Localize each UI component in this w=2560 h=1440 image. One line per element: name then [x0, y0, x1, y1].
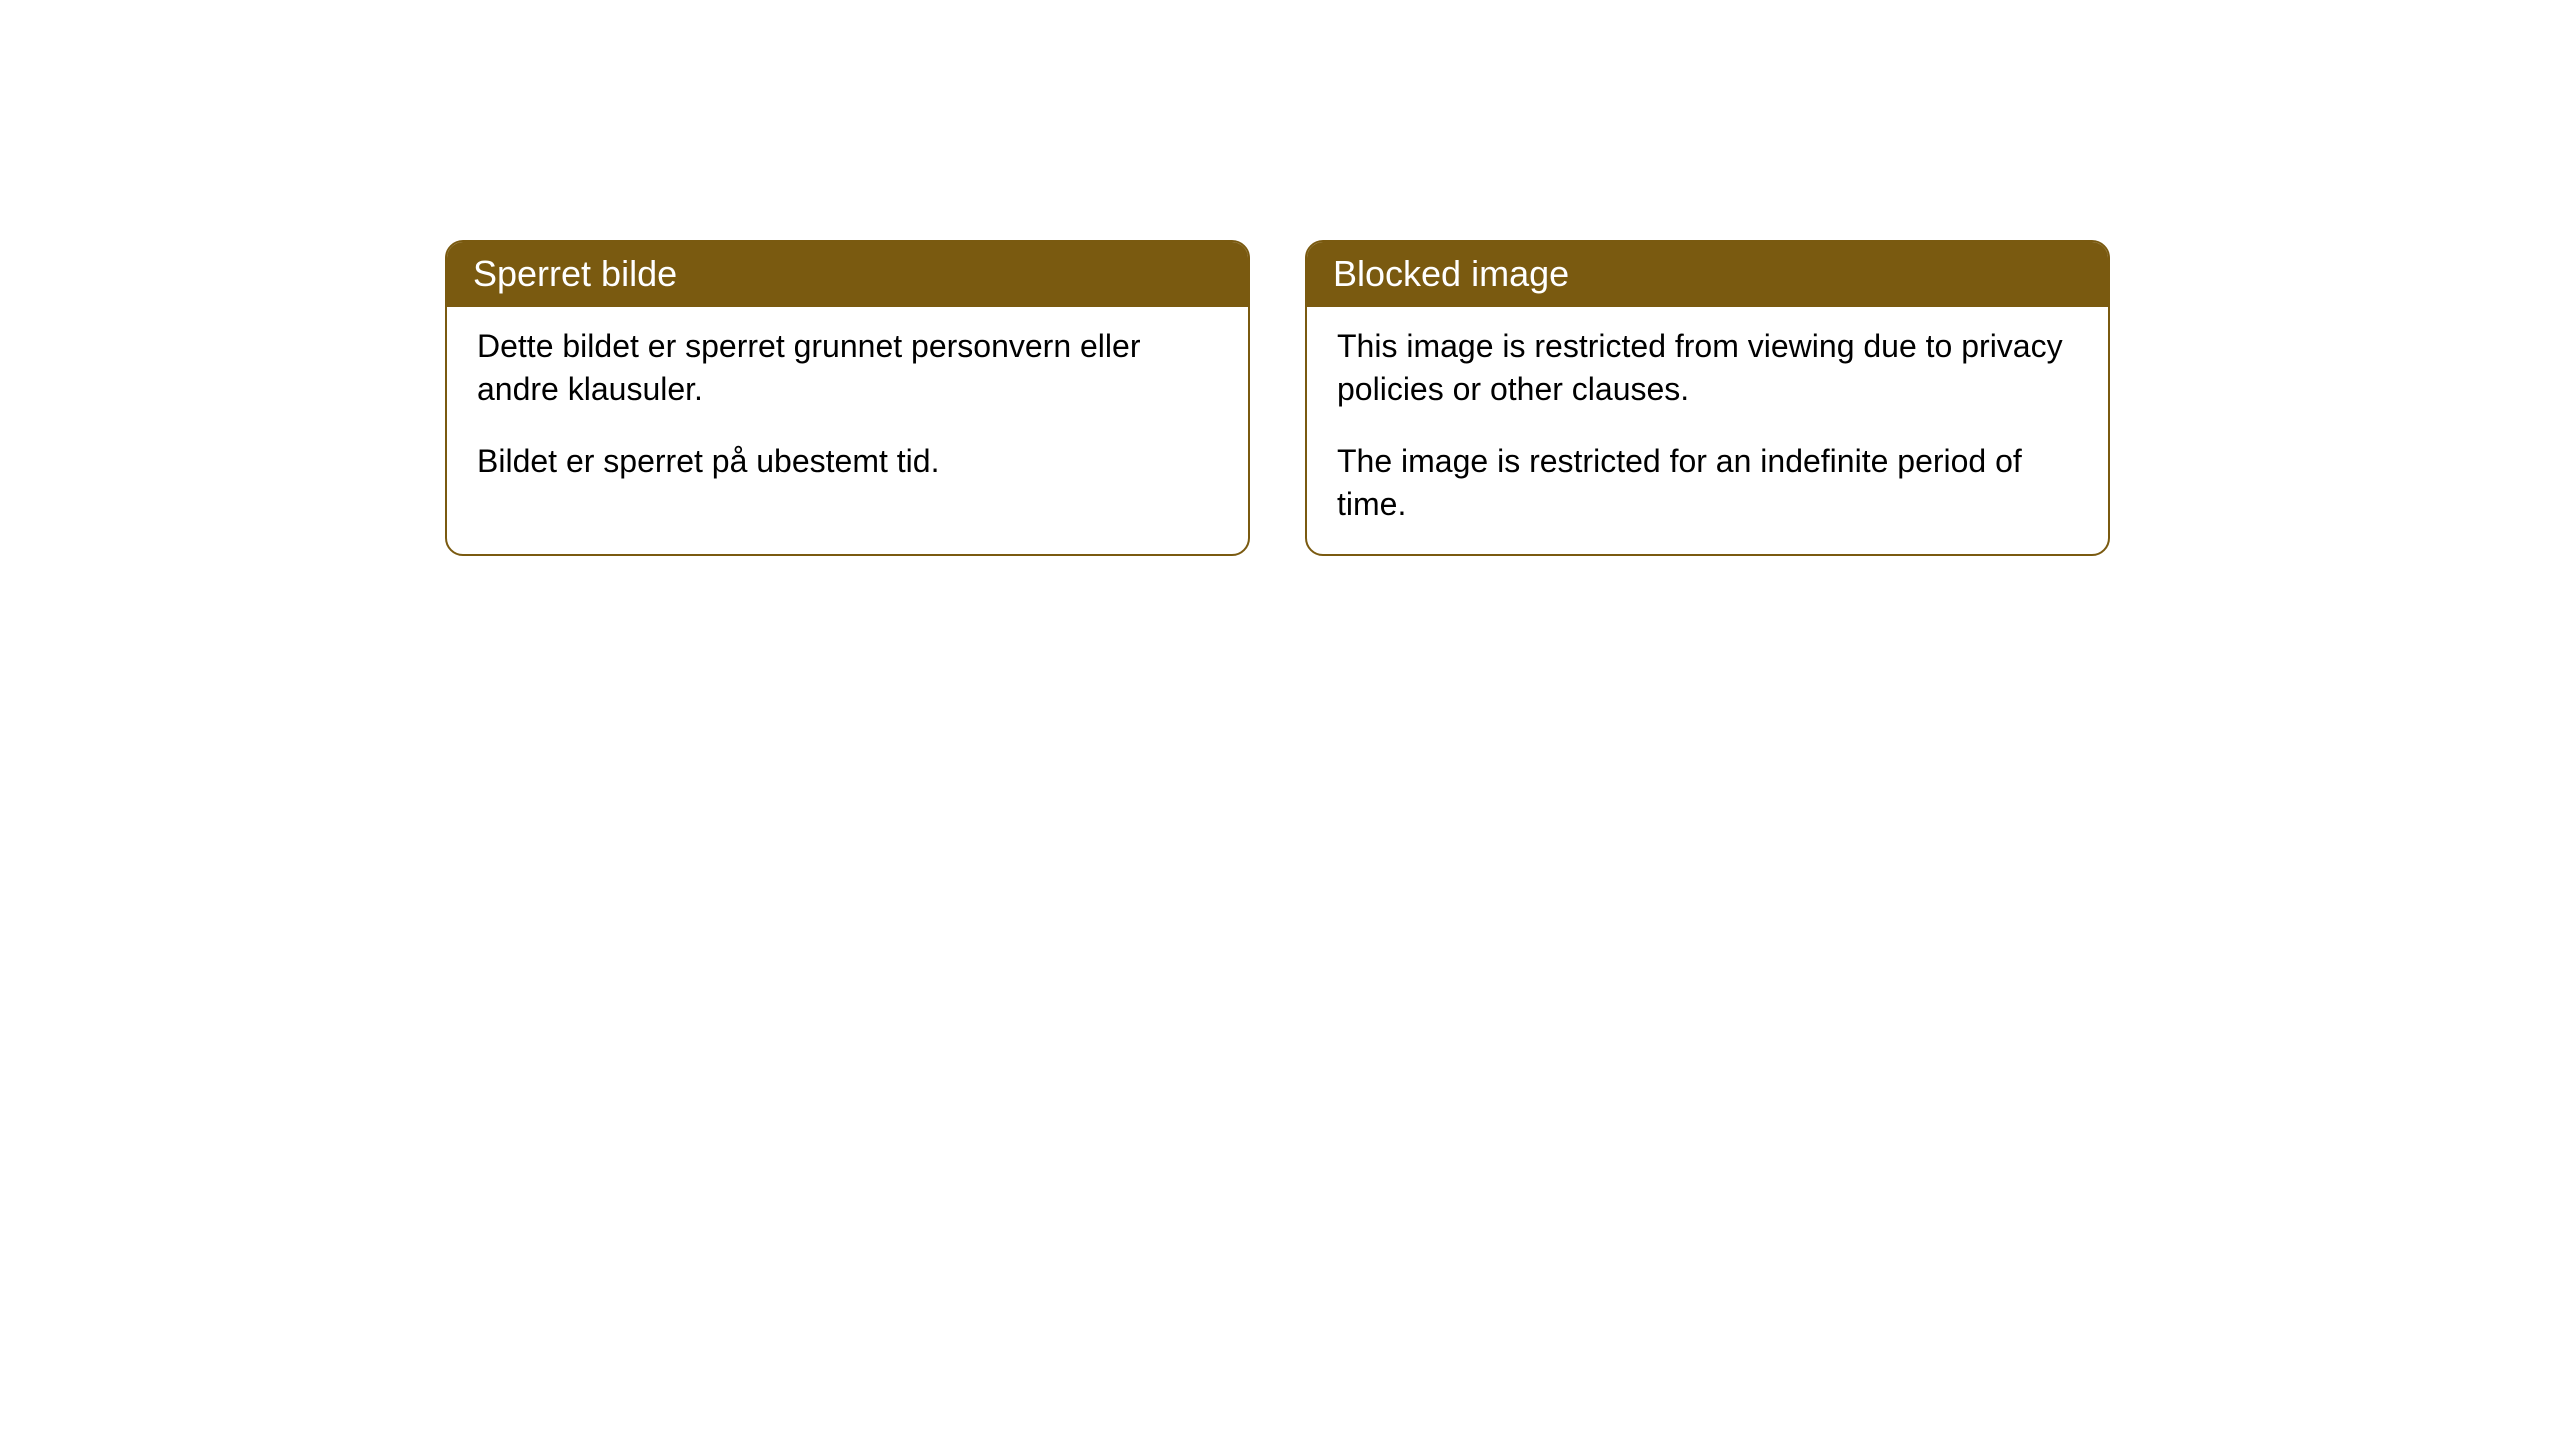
notice-body-norwegian: Dette bildet er sperret grunnet personve… — [447, 307, 1248, 511]
notice-card-norwegian: Sperret bilde Dette bildet er sperret gr… — [445, 240, 1250, 556]
notice-header-english: Blocked image — [1307, 242, 2108, 307]
notice-paragraph-1-norwegian: Dette bildet er sperret grunnet personve… — [477, 325, 1218, 411]
notice-card-english: Blocked image This image is restricted f… — [1305, 240, 2110, 556]
notice-header-norwegian: Sperret bilde — [447, 242, 1248, 307]
notice-body-english: This image is restricted from viewing du… — [1307, 307, 2108, 554]
notice-paragraph-1-english: This image is restricted from viewing du… — [1337, 325, 2078, 411]
notice-paragraph-2-english: The image is restricted for an indefinit… — [1337, 440, 2078, 526]
notice-paragraph-2-norwegian: Bildet er sperret på ubestemt tid. — [477, 440, 1218, 483]
notice-container: Sperret bilde Dette bildet er sperret gr… — [445, 240, 2110, 556]
